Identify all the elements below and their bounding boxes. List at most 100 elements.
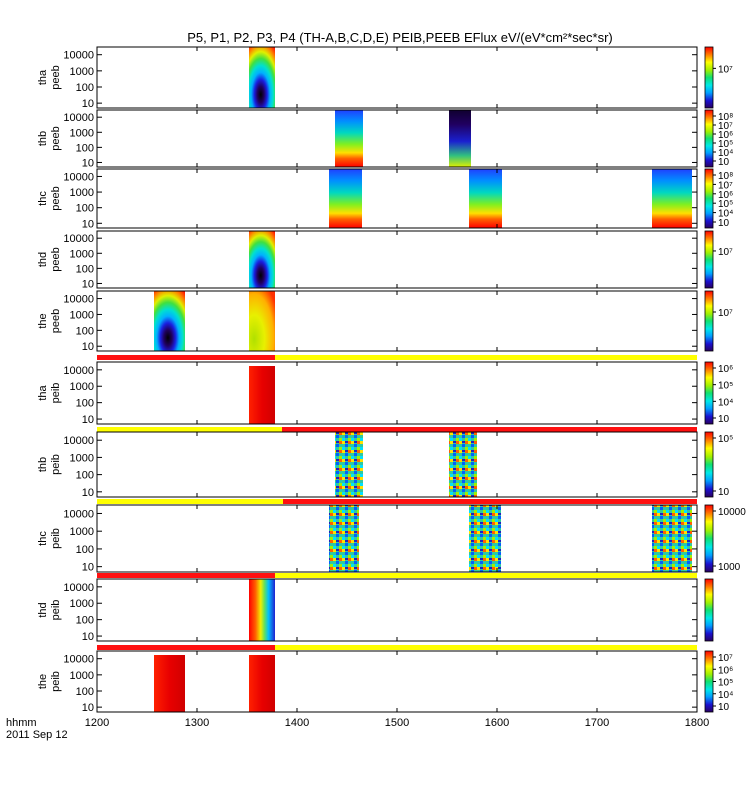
y-tick-label: 1000 [70,66,94,78]
x-tick-label: 1300 [185,717,209,729]
spectrogram-block [154,291,185,351]
spectrogram-block [449,432,477,497]
panel-instrument-label: peib [50,528,62,549]
panel-frame [97,651,697,712]
y-tick-label: 10000 [63,435,94,447]
spectrogram-block [329,505,359,572]
spectrogram-block [329,169,362,228]
colorbar-tick-label: 10⁶ [718,364,733,375]
colorbar [705,651,713,712]
y-tick-label: 1000 [70,670,94,682]
y-tick-label: 100 [76,82,94,94]
spectrogram-block [249,231,275,288]
y-tick-label: 10000 [63,171,94,183]
y-tick-label: 10 [82,278,94,290]
colorbar-tick-label: 10⁳ [718,157,730,168]
panel-probe-label: thc [37,191,49,206]
y-tick-label: 10000 [63,365,94,377]
panel-instrument-label: peeb [50,309,62,333]
y-tick-label: 1000 [70,381,94,393]
y-tick-label: 100 [76,263,94,275]
y-tick-label: 10 [82,157,94,169]
y-tick-label: 10000 [63,508,94,520]
y-tick-label: 100 [76,325,94,337]
mode-bar-segment [97,499,283,504]
panel-frame [97,362,697,424]
y-tick-label: 10 [82,414,94,426]
panel-9: 10100100010000thd peib [37,573,713,643]
spectrogram-block [249,47,275,108]
panel-instrument-label: peib [50,383,62,404]
panel-probe-label: thd [37,602,49,617]
panel-frame [97,291,697,351]
y-tick-label: 1000 [70,187,94,199]
y-tick-label: 100 [76,544,94,556]
spectrogram-block [469,505,501,572]
colorbar [705,432,713,497]
panel-instrument-label: peeb [50,126,62,150]
panel-5: 10100100010000the peeb 10⁷ [37,291,733,353]
panel-8: 10100100010000thc peib100001000 [37,499,746,574]
panel-3: 10 100 1000 10000 thc peeb 10⁸10⁷10⁶10⁵10⁴10⁳ [37,169,733,230]
panel-probe-label: thb [37,457,49,472]
y-tick-label: 100 [76,470,94,482]
colorbar-tick-label: 10⁷ [718,308,733,319]
colorbar [705,579,713,641]
panel-instrument-label: peib [50,454,62,475]
colorbar-tick-label: 10⁳ [718,414,730,425]
panel-frame [97,432,697,497]
mode-bar-segment [283,499,697,504]
spectrogram-block [154,655,185,712]
spectrogram-block [335,110,363,167]
colorbar-tick-label: 10⁷ [718,653,733,664]
spectrogram-block [249,366,275,424]
colorbar-tick-label: 10⁵ [718,434,733,445]
panel-10: 10 100 1000 10000 the peib 10⁷10⁶ 10⁵10⁴10⁳ [37,645,733,714]
y-tick-label: 10000 [63,654,94,666]
spectrogram-block [249,655,275,712]
figure-title: P5, P1, P2, P3, P4 (TH-A,B,C,D,E) PEIB,P… [187,30,613,45]
panel-probe-label: the [37,313,49,328]
panel-stack: 10100100010000tha peeb 10⁷10100100010000th… [37,47,746,729]
panel-instrument-label: peeb [50,186,62,210]
colorbar-tick-label: 10⁳ [718,218,730,229]
y-tick-label: 10 [82,702,94,714]
colorbar [705,47,713,108]
panel-2: 10100100010000thb peeb10⁸10⁷10⁶10⁵10⁴10⁳ [37,110,733,169]
panel-frame [97,47,697,108]
panel-frame [97,231,697,288]
mode-bar-segment [275,645,697,650]
colorbar-tick-label: 10⁷ [718,247,733,258]
y-tick-label: 100 [76,398,94,410]
mode-bar-segment [97,645,275,650]
y-tick-label: 1000 [70,309,94,321]
colorbar [705,231,713,288]
colorbar-tick-label: 10000 [718,507,746,518]
colorbar-tick-label: 10⁳ [718,702,730,713]
panel-frame [97,169,697,228]
y-tick-label: 10 [82,487,94,499]
y-tick-label: 100 [76,615,94,627]
y-tick-label: 100 [76,142,94,154]
mode-bar-segment [97,427,282,432]
mode-bar-segment [275,573,697,578]
y-tick-label: 10000 [63,233,94,245]
y-tick-label: 10000 [63,294,94,306]
colorbar-tick-label: 10⁳ [718,487,730,498]
spectrogram-block [249,579,275,641]
time-axis-label: hhmm [6,717,37,729]
y-tick-label: 10000 [63,582,94,594]
panel-probe-label: thc [37,531,49,546]
x-tick-label: 1400 [285,717,309,729]
x-tick-label: 1700 [585,717,609,729]
colorbar [705,505,713,572]
panel-probe-label: thb [37,131,49,146]
mode-bar-segment [275,355,697,360]
panel-6: 10 100 1000 10000 tha peib 10⁶ 10⁵ 10⁴ 10⁳ [37,355,733,426]
spectrogram-block [249,291,275,351]
panel-instrument-label: peib [50,671,62,692]
x-tick-label: 1800 [685,717,709,729]
panel-probe-label: thd [37,252,49,267]
y-tick-label: 1000 [70,248,94,260]
